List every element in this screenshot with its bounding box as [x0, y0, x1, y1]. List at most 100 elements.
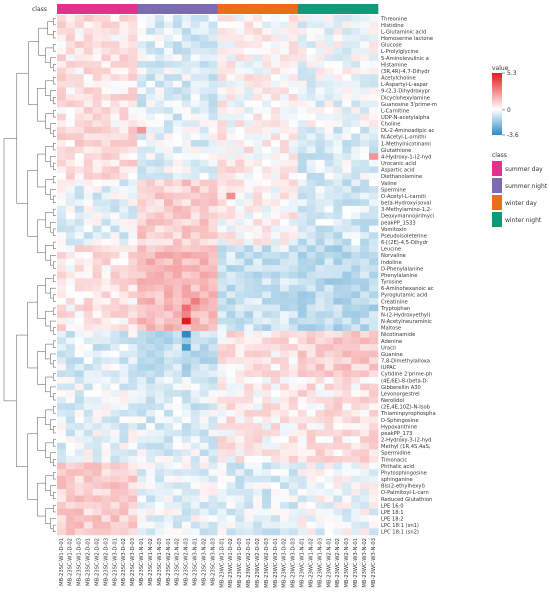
- heatmap-cell: [262, 74, 272, 82]
- row-label: Indoline: [381, 260, 402, 266]
- heatmap-cell: [369, 120, 379, 128]
- heatmap-cell: [297, 159, 307, 167]
- heatmap-cell: [83, 199, 93, 207]
- heatmap-cell: [92, 449, 102, 457]
- heatmap-cell: [271, 166, 281, 174]
- heatmap-cell: [324, 28, 334, 36]
- heatmap-cell: [119, 232, 129, 240]
- heatmap-cell: [65, 34, 76, 42]
- heatmap-cell: [306, 212, 316, 220]
- heatmap-cell: [262, 100, 272, 108]
- heatmap-cell: [262, 337, 272, 345]
- heatmap-cell: [119, 317, 129, 325]
- heatmap-cell: [279, 528, 290, 536]
- heatmap-cell: [324, 495, 334, 503]
- heatmap-cell: [92, 403, 102, 411]
- heatmap-cell: [146, 245, 156, 253]
- heatmap-cell: [83, 159, 93, 167]
- heatmap-cell: [65, 377, 76, 384]
- heatmap-cell: [155, 47, 165, 55]
- dendrogram-branch: [45, 310, 54, 327]
- class-legend-swatch: [492, 212, 502, 227]
- heatmap-cell: [146, 172, 156, 180]
- heatmap-cell: [57, 61, 67, 68]
- heatmap-cell: [288, 67, 299, 75]
- heatmap-cell: [351, 456, 361, 463]
- heatmap-cell: [351, 245, 361, 253]
- heatmap-cell: [351, 508, 361, 516]
- heatmap-cell: [137, 41, 147, 49]
- heatmap-cell: [297, 113, 307, 121]
- heatmap-cell: [190, 324, 200, 332]
- dendrogram-branch: [53, 340, 56, 348]
- heatmap-cell: [369, 87, 379, 95]
- heatmap-cell: [306, 100, 316, 108]
- heatmap-cell: [235, 469, 245, 477]
- heatmap-cell: [172, 304, 183, 312]
- heatmap-cell: [92, 298, 102, 305]
- heatmap-cell: [57, 350, 67, 358]
- heatmap-cell: [288, 403, 299, 411]
- heatmap-cell: [217, 265, 227, 273]
- heatmap-cell: [190, 146, 200, 154]
- class-bar-cell: [324, 4, 334, 14]
- heatmap-cell: [262, 429, 272, 437]
- heatmap-cell: [146, 140, 156, 147]
- heatmap-cell: [306, 225, 316, 233]
- heatmap-cell: [306, 449, 316, 457]
- class-bar-cell: [110, 4, 120, 14]
- heatmap-cell: [146, 304, 156, 312]
- heatmap-cell: [155, 21, 165, 29]
- column-label: MB-23SC-W2-N-03: [184, 538, 190, 586]
- heatmap-cell: [190, 28, 200, 36]
- heatmap-cell: [199, 469, 209, 477]
- heatmap-cell: [57, 449, 67, 457]
- heatmap-cell: [235, 377, 245, 384]
- heatmap-cell: [360, 416, 370, 424]
- heatmap-cell: [199, 271, 209, 279]
- heatmap-cell: [74, 449, 85, 457]
- heatmap-cell: [181, 337, 192, 345]
- heatmap-cell: [244, 278, 254, 286]
- heatmap-cell: [226, 298, 236, 305]
- heatmap-cell: [235, 100, 245, 108]
- heatmap-cell: [172, 383, 183, 391]
- heatmap-cell: [137, 357, 147, 365]
- heatmap-cell: [119, 495, 129, 503]
- heatmap-cell: [146, 508, 156, 516]
- row-label: peakPP_1533: [381, 220, 416, 226]
- heatmap-cell: [65, 172, 76, 180]
- heatmap-cell: [57, 409, 67, 417]
- heatmap-cell: [65, 219, 76, 226]
- heatmap-cell: [172, 61, 183, 68]
- heatmap-cell: [315, 100, 325, 108]
- heatmap-cell: [172, 278, 183, 286]
- heatmap-cell: [333, 205, 343, 213]
- heatmap-cell: [110, 133, 120, 141]
- heatmap-cell: [119, 205, 129, 213]
- heatmap-cell: [279, 370, 290, 378]
- heatmap-cell: [262, 304, 272, 312]
- heatmap-cell: [253, 521, 263, 529]
- heatmap-cell: [253, 475, 263, 483]
- dendrogram-branch: [45, 409, 54, 425]
- heatmap-cell: [333, 475, 343, 483]
- heatmap-cell: [155, 258, 165, 266]
- heatmap-cell: [181, 390, 192, 398]
- heatmap-cell: [253, 179, 263, 187]
- heatmap-cell: [324, 416, 334, 424]
- heatmap-cell: [110, 172, 120, 180]
- heatmap-cell: [119, 199, 129, 207]
- heatmap-cell: [306, 219, 316, 226]
- heatmap-cell: [74, 475, 85, 483]
- heatmap-cell: [253, 74, 263, 82]
- heatmap-cell: [119, 238, 129, 246]
- heatmap-cell: [119, 133, 129, 141]
- heatmap-cell: [74, 278, 85, 286]
- heatmap-cell: [288, 291, 299, 299]
- heatmap-cell: [164, 436, 174, 444]
- heatmap-cell: [172, 390, 183, 398]
- heatmap-cell: [271, 219, 281, 226]
- heatmap-cell: [262, 271, 272, 279]
- heatmap-cell: [128, 304, 138, 312]
